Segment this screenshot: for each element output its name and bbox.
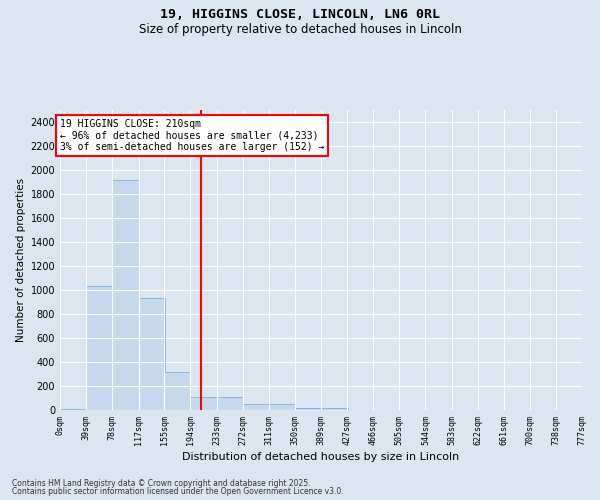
Text: Distribution of detached houses by size in Lincoln: Distribution of detached houses by size … xyxy=(182,452,460,462)
Bar xyxy=(86,286,112,410)
Bar xyxy=(295,408,322,410)
Bar xyxy=(139,298,165,410)
Bar xyxy=(243,404,269,410)
Bar xyxy=(164,372,190,410)
Text: Size of property relative to detached houses in Lincoln: Size of property relative to detached ho… xyxy=(139,22,461,36)
Text: 19 HIGGINS CLOSE: 210sqm
← 96% of detached houses are smaller (4,233)
3% of semi: 19 HIGGINS CLOSE: 210sqm ← 96% of detach… xyxy=(60,119,325,152)
Bar xyxy=(269,404,295,410)
Text: 19, HIGGINS CLOSE, LINCOLN, LN6 0RL: 19, HIGGINS CLOSE, LINCOLN, LN6 0RL xyxy=(160,8,440,20)
Text: Contains public sector information licensed under the Open Government Licence v3: Contains public sector information licen… xyxy=(12,487,344,496)
Bar xyxy=(217,397,243,410)
Bar xyxy=(112,180,139,410)
Bar xyxy=(322,408,347,410)
Text: Contains HM Land Registry data © Crown copyright and database right 2025.: Contains HM Land Registry data © Crown c… xyxy=(12,478,311,488)
Y-axis label: Number of detached properties: Number of detached properties xyxy=(16,178,26,342)
Bar xyxy=(190,397,217,410)
